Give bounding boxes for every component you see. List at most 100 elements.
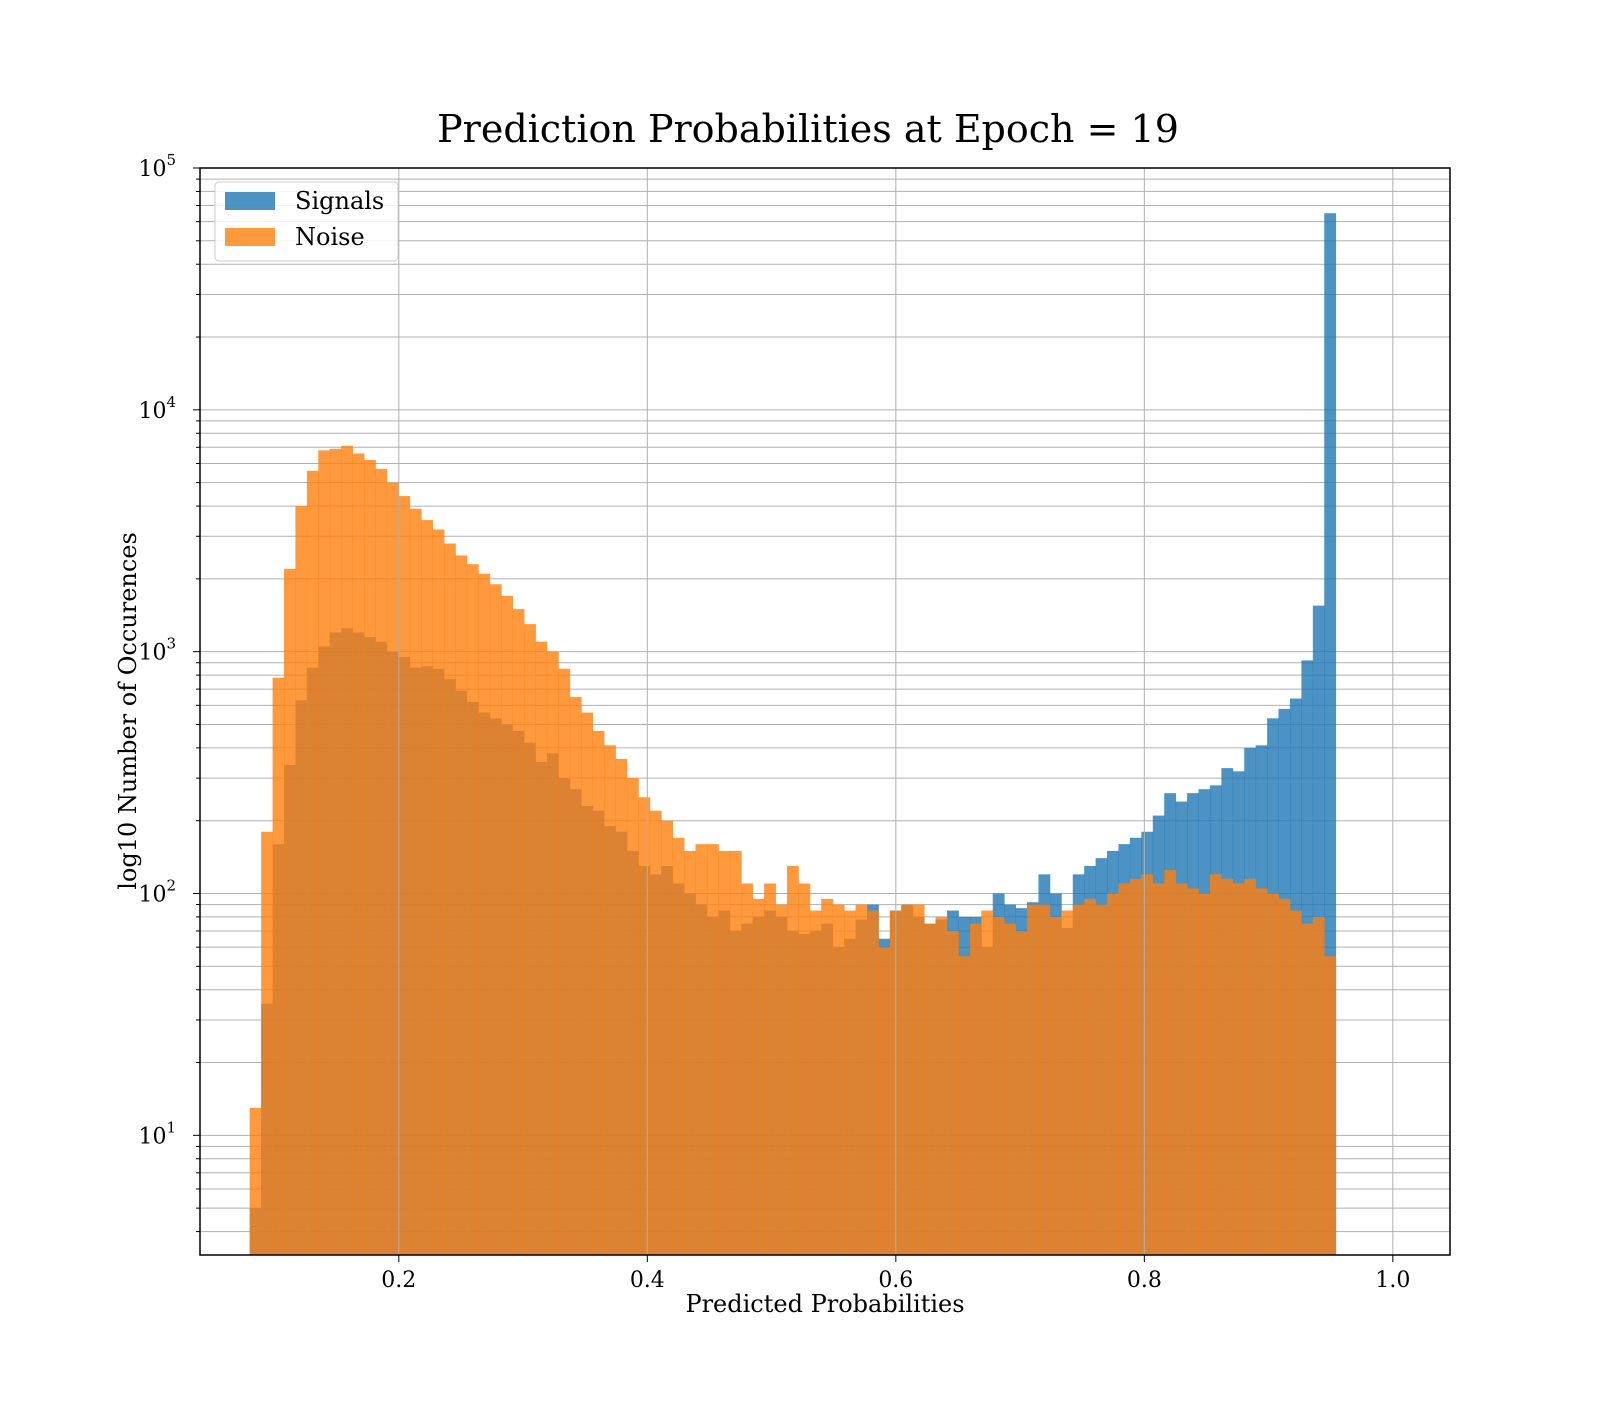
bar-noise [1061,910,1074,1255]
bar-noise [1152,883,1165,1255]
bar-noise [935,916,948,1255]
bar-noise [1187,888,1199,1255]
bar-noise [1232,883,1245,1255]
bar-noise [684,850,696,1255]
bar-noise [535,641,548,1255]
legend-label-noise: Noise [295,223,365,251]
bar-noise [318,450,331,1256]
bar-noise [855,904,868,1255]
bar-noise [272,677,285,1255]
y-tick-label: 102 [138,876,176,907]
legend-swatch-noise [225,228,275,246]
bar-noise [1209,874,1222,1255]
bar-noise [1095,904,1108,1255]
bar-noise [1312,916,1325,1255]
bar-noise [306,470,319,1255]
bar-noise [1289,910,1302,1255]
bar-noise [1278,898,1291,1255]
bar-noise [649,810,662,1255]
y-tick-exponent: 5 [166,151,176,169]
bar-noise [581,712,594,1255]
x-axis-label: Predicted Probabilities [685,1290,964,1318]
bar-noise [501,595,514,1255]
axis-ticks: 101 102 103 104 105 0.2 0.4 0.6 0.8 1.0 [138,151,1410,1293]
y-tick-label: 103 [138,635,176,666]
bar-noise [352,453,365,1255]
bar-noise [364,460,376,1256]
bar-noise [1015,930,1028,1255]
bar-noise [604,745,616,1255]
bar-noise [752,898,765,1255]
bar-noise [432,529,445,1255]
bar-noise [695,844,708,1255]
bar-noise [375,468,388,1256]
bar-noise [341,445,353,1255]
bar-noise [821,898,834,1255]
bar-noise [478,573,491,1255]
x-tick-label: 0.8 [1127,1268,1162,1293]
bar-noise [1141,874,1154,1255]
bar-noise [741,883,754,1255]
bar-noise [524,624,536,1255]
bar-noise [981,910,994,1255]
y-tick-exponent: 1 [166,1118,176,1136]
bar-noise [947,930,959,1255]
bar-noise [809,910,822,1255]
y-tick-exponent: 3 [166,635,176,653]
bar-noise [786,865,799,1255]
legend-swatch-signals [225,192,275,210]
bar-noise [1175,883,1188,1255]
bar-noise [844,910,856,1255]
bar-noise [969,923,982,1255]
bar-signals [1324,213,1337,1255]
bar-noise [444,543,456,1255]
bar-noise [512,609,525,1255]
bar-noise [992,916,1005,1255]
bar-noise [1324,956,1337,1255]
bar-noise [729,850,742,1255]
bar-noise [775,904,788,1255]
bar-noise [569,696,582,1255]
legend: Signals Noise [214,181,399,262]
bar-noise [638,797,651,1255]
y-tick-label: 101 [138,1118,176,1149]
bar-noise [1221,878,1234,1255]
bar-noise [878,947,891,1255]
bar-noise [386,482,399,1255]
legend-label-signals: Signals [295,187,384,215]
x-tick-label: 0.4 [630,1268,665,1293]
bar-noise [329,448,342,1255]
bar-noise [546,651,559,1255]
bars [249,213,1337,1256]
bar-noise [1038,904,1051,1255]
bar-noise [924,923,936,1255]
bar-noise [1267,893,1279,1255]
bar-noise [455,555,468,1255]
bar-noise [718,850,731,1255]
x-tick-label: 1.0 [1375,1268,1410,1293]
bar-noise [558,668,571,1255]
y-tick-exponent: 2 [166,876,176,894]
y-tick-exponent: 4 [166,393,176,411]
bar-noise [626,778,639,1255]
bar-noise [672,837,685,1255]
y-tick-label: 105 [138,151,176,182]
bar-noise [1084,898,1097,1255]
bar-noise [1072,904,1085,1255]
vertical-gridlines [398,168,1394,1255]
series-noise [249,445,1337,1256]
bar-noise [1255,888,1268,1255]
bar-noise [1004,923,1017,1255]
y-tick-label: 104 [138,393,176,424]
bar-noise [661,820,674,1255]
bar-noise [706,844,719,1255]
bar-noise [398,496,411,1255]
bar-noise [409,508,422,1256]
bar-noise [261,831,273,1255]
bar-noise [295,506,308,1255]
bar-noise [615,758,628,1255]
bar-noise [1164,870,1177,1255]
bar-noise [1129,878,1142,1255]
bar-noise [592,730,605,1255]
